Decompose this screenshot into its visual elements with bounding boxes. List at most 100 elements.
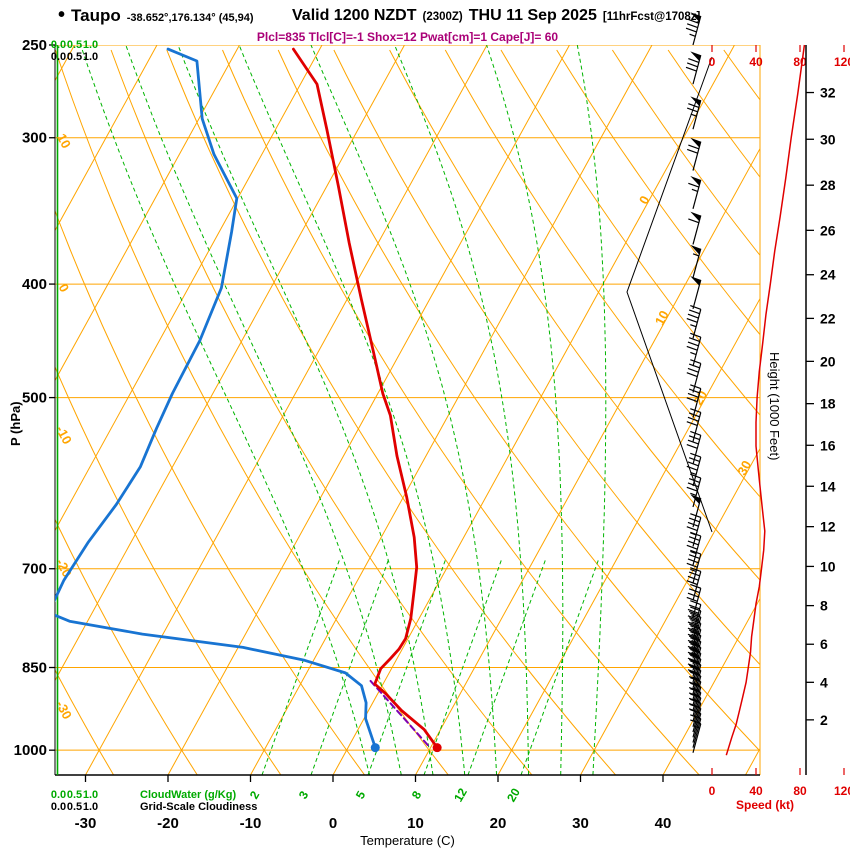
height-axis-label: Height (1000 Feet): [767, 352, 782, 461]
mixing-ratio-label: 3: [296, 788, 312, 801]
wind-barb-full: [690, 408, 702, 414]
wind-barb-full: [686, 421, 698, 427]
mixing-ratio-label: 5: [353, 788, 369, 801]
valid-date: THU 11 Sep 2025: [468, 7, 597, 24]
wind-barb-full: [690, 359, 702, 365]
wind-barb-full: [688, 536, 700, 542]
dry-adiabat-line: [500, 49, 760, 416]
grid-layer: [55, 45, 850, 775]
surface-dewpoint-dot: [370, 743, 380, 753]
height-tick-label: 8: [820, 598, 828, 614]
wind-barb-full: [686, 107, 698, 113]
wind-barb-full: [686, 318, 698, 323]
wind-barb-staff: [692, 686, 702, 717]
isotherm-line: [415, 147, 760, 775]
wind-barb-staff: [692, 497, 702, 528]
speed-tick-label-top: 80: [793, 55, 807, 69]
wind-barb-pennant: [690, 276, 701, 286]
isotherm-line: [55, 45, 158, 232]
scale-value: 1.0: [82, 39, 99, 51]
parcel-path-line: [367, 677, 429, 747]
wind-barb-full: [687, 313, 699, 319]
wind-barb-full: [686, 596, 698, 602]
pressure-tick-label: 850: [22, 660, 47, 677]
wind-barb-half: [690, 324, 697, 328]
pressure-tick-label: 300: [22, 130, 47, 147]
wind-barb-full: [688, 18, 700, 24]
wind-barb-full: [686, 62, 698, 68]
wind-barb-full: [688, 309, 700, 315]
wind-barb-full: [686, 486, 698, 492]
dry-adiabat-line: [110, 49, 533, 775]
wind-barb-full: [690, 583, 702, 589]
station-coords: -38.652°,176.134° (45,94): [126, 12, 254, 24]
isotherm-line: [167, 45, 570, 775]
wind-barb-full: [688, 144, 700, 150]
temp-tick-label: 40: [655, 815, 672, 832]
temp-tick-label: -20: [157, 815, 179, 832]
wind-barb-staff: [692, 477, 702, 508]
wind-barb-half: [690, 113, 697, 117]
isotherm-line: [580, 447, 760, 775]
dewpoint-curve: [55, 47, 377, 749]
temp-tick-label: 30: [572, 815, 589, 832]
wind-barb-full: [690, 567, 702, 573]
cloudwater-scale-bottom: 0.0 0.5 1.0: [43, 789, 106, 801]
scale-value: 0.0: [50, 801, 67, 813]
wind-barb-full: [686, 544, 698, 550]
wind-barb-staff: [692, 629, 702, 659]
wind-barb-full: [687, 416, 699, 422]
wind-barb-half: [691, 614, 698, 619]
dry-adiabat-label: 10: [54, 131, 74, 151]
wind-barb-staff: [692, 723, 702, 753]
wind-barb-staff: [692, 670, 702, 700]
isotherm-label: 20: [690, 388, 710, 408]
surface-temp-dot: [432, 743, 442, 753]
moist-adiabat-line: [486, 45, 564, 775]
temp-tick-label: 20: [490, 815, 507, 832]
wind-barb-full: [687, 592, 699, 598]
height-tick-label: 18: [820, 396, 836, 412]
forecast-info: [11hrFcst@1708z]: [602, 11, 701, 23]
wind-barb-staff: [692, 647, 702, 677]
height-tick-label: 10: [820, 558, 836, 574]
wind-barb-staff: [692, 456, 702, 487]
wind-barb-staff: [692, 248, 702, 278]
wind-barb-staff: [692, 553, 702, 584]
mixing-ratio-label: 2: [247, 788, 263, 801]
wind-barb-full: [690, 384, 702, 390]
wind-barb-staff: [692, 535, 702, 566]
wind-barb-staff: [692, 713, 702, 743]
cloudiness-label: Grid-Scale Cloudiness: [140, 801, 258, 813]
temp-tick-label: -10: [240, 815, 262, 832]
wind-barb-half: [691, 188, 698, 193]
wind-barb-half: [690, 471, 697, 476]
dry-adiabat-line: [55, 518, 198, 775]
scale-value: 0.0: [50, 51, 67, 63]
wind-barb-half: [690, 550, 697, 555]
mixing-ratio-line: [261, 559, 340, 775]
wind-barb-pennant: [690, 96, 701, 107]
wind-barb-staff: [692, 681, 702, 711]
scale-value: 0.5: [66, 51, 83, 63]
wind-barb-full: [687, 575, 699, 581]
moist-adiabat-line: [125, 45, 402, 775]
wind-barb-staff: [692, 623, 702, 653]
wind-barb-half: [690, 492, 697, 496]
dry-adiabat-line: [835, 50, 850, 775]
moist-adiabat-line: [310, 45, 498, 775]
wind-barb-staff: [692, 279, 702, 310]
height-tick-label: 28: [820, 177, 836, 193]
wind-barb-full: [690, 549, 702, 555]
wind-barb-full: [687, 392, 699, 398]
dry-adiabat-label: -10: [53, 423, 75, 447]
wind-barb-staff: [692, 412, 702, 442]
isotherm-line: [55, 45, 323, 532]
wind-barb-staff: [692, 692, 702, 722]
height-tick-label: 16: [820, 437, 836, 453]
speed-tick-label-bottom: 80: [793, 784, 807, 798]
isotherm-line: [662, 597, 760, 775]
wind-barb-staff: [692, 588, 702, 618]
wind-barb-full: [686, 345, 698, 351]
